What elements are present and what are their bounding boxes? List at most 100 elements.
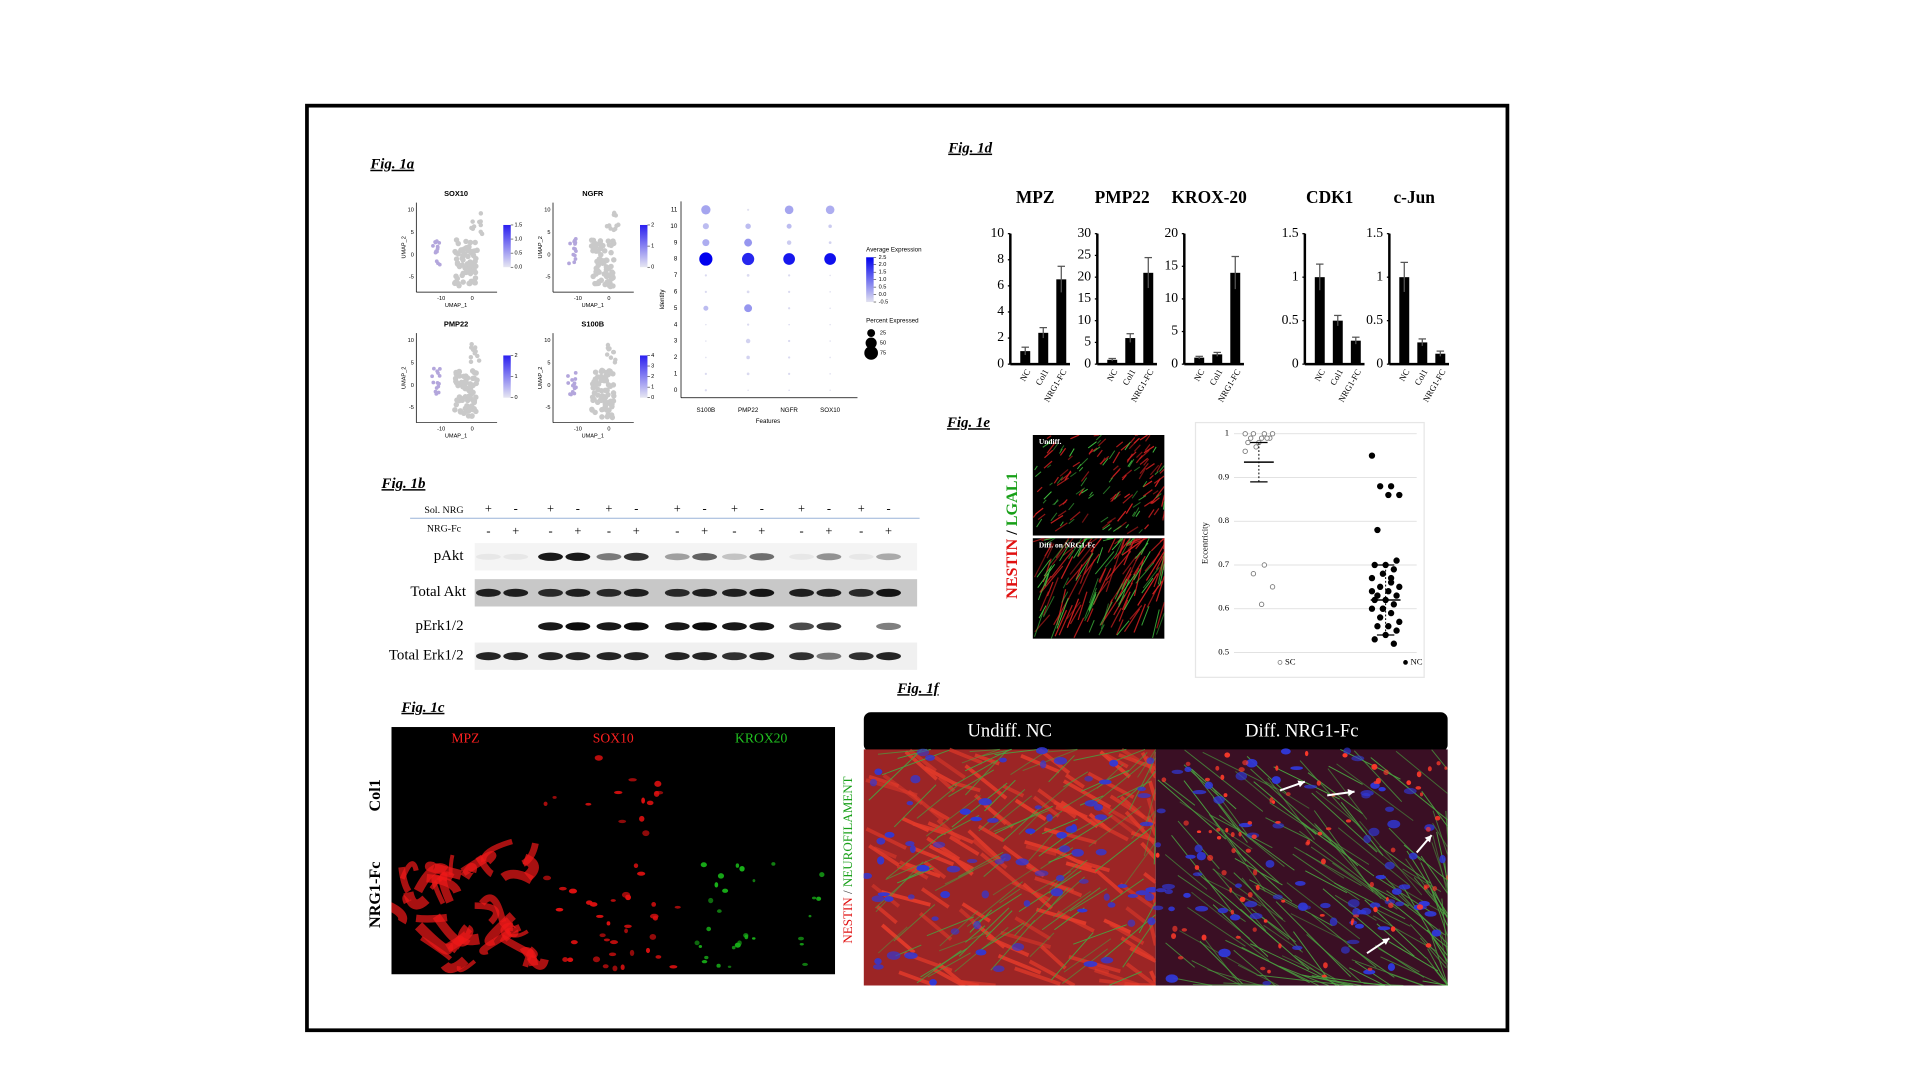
y-tick-label: 5 xyxy=(411,230,414,236)
signal xyxy=(1059,545,1069,562)
signal xyxy=(1187,907,1246,947)
blot-label: Total Erk1/2 xyxy=(389,648,464,664)
signal xyxy=(1375,875,1386,880)
cell-cloud xyxy=(452,248,458,255)
bar xyxy=(1332,320,1343,365)
signal xyxy=(1068,518,1075,525)
bar xyxy=(1417,342,1428,365)
signal xyxy=(1125,503,1134,515)
signal xyxy=(999,888,1021,904)
signal xyxy=(1233,848,1293,902)
stain-name: NESTIN xyxy=(840,894,855,944)
point xyxy=(1374,526,1381,534)
y-tick-label: 15 xyxy=(1077,290,1091,305)
signal xyxy=(1130,567,1140,585)
cell-cloud xyxy=(455,382,461,389)
signal xyxy=(479,894,507,923)
y-tick-label: 10 xyxy=(408,338,414,344)
panel-title: Undiff. NC xyxy=(967,720,1052,741)
signal xyxy=(1346,939,1360,945)
signal xyxy=(567,957,574,963)
signal xyxy=(1152,905,1164,911)
cell-cloud xyxy=(572,260,577,265)
signal xyxy=(1121,591,1131,611)
signal xyxy=(1162,538,1165,549)
signal xyxy=(1395,750,1448,795)
cell-cloud xyxy=(590,273,596,280)
signal xyxy=(1077,591,1088,621)
signal xyxy=(1416,771,1422,778)
y-tick-label: 10 xyxy=(1077,312,1091,327)
signal xyxy=(1150,538,1165,552)
cell-cloud xyxy=(460,384,467,390)
signal xyxy=(438,871,455,904)
signal xyxy=(1044,538,1056,546)
signal xyxy=(1062,577,1070,589)
band xyxy=(596,553,622,561)
sign: - xyxy=(703,501,707,515)
signal xyxy=(1427,948,1448,986)
signal xyxy=(1088,805,1142,847)
sign: + xyxy=(574,524,581,538)
signal xyxy=(1042,577,1059,616)
signal xyxy=(874,768,883,776)
signal xyxy=(1102,524,1111,531)
signal xyxy=(1056,598,1069,629)
signal xyxy=(1121,474,1127,481)
signal xyxy=(972,893,1022,926)
signal xyxy=(1073,924,1127,945)
signal xyxy=(1110,607,1122,628)
signal xyxy=(1064,773,1085,789)
signal xyxy=(868,749,923,801)
band xyxy=(692,553,718,561)
signal xyxy=(1154,471,1159,476)
signal xyxy=(1046,581,1054,597)
signal xyxy=(907,789,945,822)
signal xyxy=(1059,447,1067,456)
signal xyxy=(1114,583,1123,600)
signal xyxy=(966,858,978,864)
signal xyxy=(1434,815,1441,821)
signal xyxy=(1162,510,1165,521)
signal xyxy=(620,964,625,971)
western-blot: Sol. NRG NRG-Fc + - + - + - + - + - + - + - - + - + - + - + - + - +… xyxy=(389,501,920,670)
legend-dot xyxy=(867,329,876,338)
scale-tick-label: 1.0 xyxy=(879,277,887,283)
signal xyxy=(592,956,601,963)
signal xyxy=(927,952,971,978)
signal xyxy=(1156,462,1163,472)
point xyxy=(1385,623,1392,630)
signal xyxy=(1117,594,1126,605)
signal xyxy=(1053,476,1059,484)
signal xyxy=(1183,780,1247,862)
signal xyxy=(1431,929,1442,937)
signal xyxy=(1023,900,1031,907)
signal xyxy=(1207,854,1214,861)
legend-marker xyxy=(1403,660,1408,665)
signal xyxy=(1048,755,1075,783)
chart-title: KROX-20 xyxy=(1172,188,1248,207)
signal xyxy=(1113,582,1133,616)
signal xyxy=(1145,887,1159,893)
signal xyxy=(1191,960,1242,986)
signal xyxy=(641,797,646,804)
sign: - xyxy=(886,501,890,515)
band xyxy=(876,553,901,561)
bar xyxy=(1194,357,1205,365)
y-tick-label: 2 xyxy=(997,329,1004,344)
signal xyxy=(1142,489,1153,497)
signal xyxy=(1038,605,1047,619)
y-tick-label: 25 xyxy=(1077,247,1091,262)
signal xyxy=(1088,964,1110,975)
signal xyxy=(1063,780,1110,809)
signal xyxy=(1121,538,1132,555)
cell-cloud xyxy=(467,248,473,254)
signal xyxy=(1139,821,1153,827)
signal xyxy=(1343,747,1351,755)
signal xyxy=(916,950,962,984)
signal xyxy=(1307,772,1363,815)
signal xyxy=(808,914,812,918)
y-tick-label: 0.5 xyxy=(1218,646,1229,656)
signal xyxy=(1204,781,1214,790)
signal xyxy=(1235,935,1241,939)
